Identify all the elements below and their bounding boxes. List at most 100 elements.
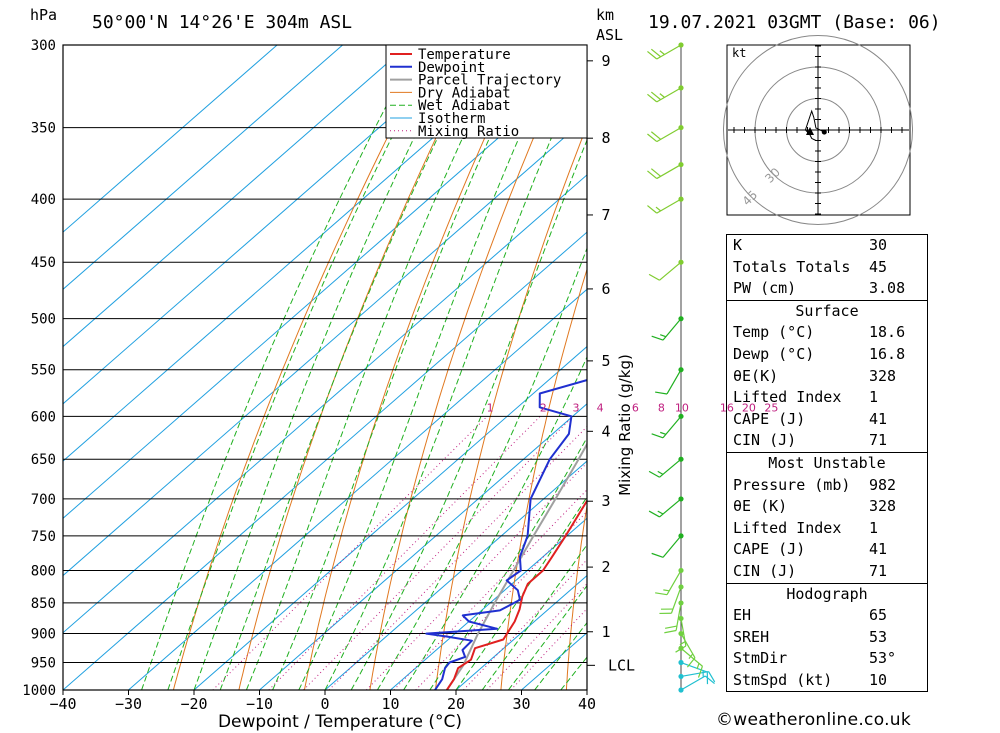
wind-barb-shaft xyxy=(680,661,708,673)
wind-barb-dot xyxy=(678,584,684,590)
index-label: Lifted Index xyxy=(733,388,842,407)
dry-adiabat-line xyxy=(172,45,435,690)
isotherm-line xyxy=(63,116,587,577)
index-label: CAPE (J) xyxy=(733,540,806,559)
isotherm-line xyxy=(63,231,587,690)
index-row: Totals Totals 45 xyxy=(727,257,927,279)
mixing-ratio-label: 2 xyxy=(540,401,547,414)
mixing-ratio-line xyxy=(268,415,541,690)
wet-adiabat-line xyxy=(193,45,461,690)
index-label: CIN (J) xyxy=(733,561,797,580)
index-row: Lifted Index 1 xyxy=(727,518,927,540)
wind-barb-flag xyxy=(648,510,660,518)
index-row: Pressure (mb) 982 xyxy=(727,475,927,497)
wind-barb-shaft xyxy=(656,87,682,103)
km-tick-label: 9 xyxy=(601,52,610,70)
index-value: 18.6 xyxy=(869,323,906,342)
pressure-tick-label: 300 xyxy=(31,38,56,54)
wind-barb-shaft xyxy=(680,633,696,659)
index-row: CAPE (J) 41 xyxy=(727,409,927,431)
index-label: Totals Totals xyxy=(733,257,851,276)
wind-barb xyxy=(647,161,684,180)
wind-barb-flag xyxy=(647,50,658,60)
wind-barb-shaft xyxy=(680,647,703,667)
wind-barb-flag xyxy=(651,552,664,558)
temp-tick-label: −10 xyxy=(246,695,273,713)
index-row: SREH 53 xyxy=(727,627,927,649)
wind-barb-flag xyxy=(650,91,662,101)
wind-barb-dot xyxy=(678,124,684,131)
index-value: 53° xyxy=(869,649,897,668)
index-row: Dewp (°C) 16.8 xyxy=(727,344,927,366)
pressure-tick-label: 650 xyxy=(31,452,56,468)
index-label: CIN (J) xyxy=(733,431,797,450)
dry-adiabat-line xyxy=(238,45,482,690)
mixing-ratio-label: 20 xyxy=(742,401,756,414)
legend-label: Mixing Ratio xyxy=(418,124,519,140)
wind-barb-shaft xyxy=(656,127,682,143)
index-value: 328 xyxy=(869,366,897,385)
wind-barb xyxy=(647,85,684,103)
km-tick-label: 4 xyxy=(601,422,610,440)
index-label: Pressure (mb) xyxy=(733,475,851,494)
wind-barb xyxy=(651,316,684,341)
pressure-tick-label: 550 xyxy=(31,363,56,379)
wind-barb-dot xyxy=(678,42,684,48)
wind-barb-dot xyxy=(678,533,684,539)
legend-label: Wet Adiabat xyxy=(418,98,511,114)
wind-barb-flag xyxy=(655,206,662,212)
index-label: CAPE (J) xyxy=(733,409,806,428)
index-value: 30 xyxy=(869,236,888,254)
index-row: K 30 xyxy=(727,235,927,257)
index-value: 45 xyxy=(869,257,888,276)
dry-adiabat-line xyxy=(565,502,587,690)
wind-barb-shaft xyxy=(656,198,682,214)
mixing-ratio-axis-title: Mixing Ratio (g/kg) xyxy=(616,354,634,496)
index-label: K xyxy=(733,236,743,254)
index-value: 16.8 xyxy=(869,344,906,363)
wind-barb-flag xyxy=(664,629,677,634)
wind-barb-flag xyxy=(697,666,704,678)
wind-barb xyxy=(655,567,684,596)
pressure-tick-label: 1000 xyxy=(22,683,56,699)
index-label: StmSpd (kt) xyxy=(733,670,833,689)
wind-barb-dot xyxy=(678,600,684,606)
km-tick-label: 6 xyxy=(601,280,610,298)
legend-label: Dewpoint xyxy=(418,60,485,76)
mixing-ratio-label: 25 xyxy=(764,401,778,414)
temperature-line xyxy=(445,498,587,690)
x-axis-title: Dewpoint / Temperature (°C) xyxy=(218,712,462,732)
wind-barb-flag xyxy=(650,48,662,58)
wet-adiabat-line xyxy=(403,355,587,690)
temp-tick-label: −40 xyxy=(49,695,76,713)
wet-adiabat-line xyxy=(245,45,508,690)
wind-barb-shaft xyxy=(662,318,682,341)
wind-barb-dot xyxy=(678,316,684,322)
wind-barb-shaft xyxy=(656,164,682,180)
isotherm-line xyxy=(63,45,540,462)
index-value: 41 xyxy=(869,540,888,559)
temp-tick-label: 40 xyxy=(578,695,596,713)
wind-barb-shaft xyxy=(659,458,682,478)
wet-adiabat-line xyxy=(350,138,587,690)
wind-barb xyxy=(678,670,716,683)
date-title: 19.07.2021 03GMT (Base: 06) xyxy=(648,12,941,33)
index-row: EH 65 xyxy=(727,605,927,627)
index-value: 53 xyxy=(869,627,888,646)
wind-barb-flag xyxy=(648,470,660,478)
wet-adiabat-line xyxy=(141,45,419,690)
index-label: Dewp (°C) xyxy=(733,344,815,363)
wet-adiabat-line xyxy=(534,621,587,690)
wet-adiabat-line xyxy=(507,584,587,690)
wind-barb-shaft xyxy=(659,498,682,518)
wind-barb-flag xyxy=(648,273,660,281)
wind-barb-shaft xyxy=(670,586,682,614)
legend-label: Temperature xyxy=(418,47,511,63)
wind-barb xyxy=(651,533,684,558)
dry-adiabat-line xyxy=(943,45,992,690)
wind-barb-flag xyxy=(665,625,678,629)
wind-barb-flag xyxy=(660,334,667,338)
index-label: θE(K) xyxy=(733,366,779,385)
wind-barb-dot xyxy=(678,456,684,462)
